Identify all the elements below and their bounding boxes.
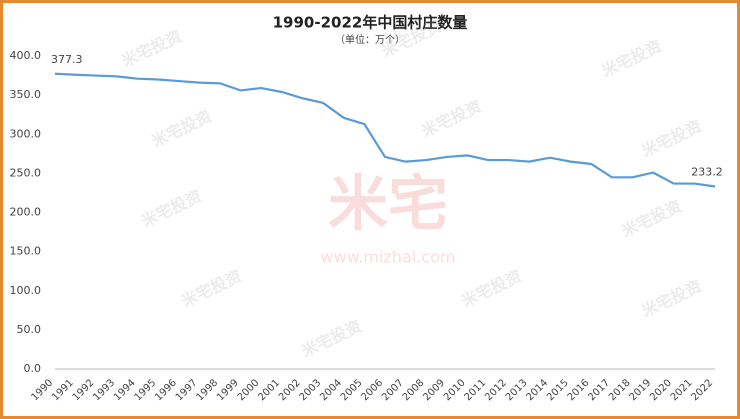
watermark-tile: 米宅投资 (149, 106, 215, 150)
watermark-tile: 米宅投资 (419, 96, 485, 140)
x-tick-label: 1993 (91, 377, 117, 403)
y-tick-label: 200.0 (10, 206, 42, 219)
x-tick-label: 2016 (566, 377, 592, 403)
x-tick-label: 1990 (29, 377, 55, 403)
x-tick-label: 2021 (669, 377, 695, 403)
watermark-tile: 米宅投资 (299, 316, 365, 360)
x-tick-label: 2013 (504, 377, 530, 403)
x-tick-label: 2019 (628, 377, 654, 403)
y-tick-label: 350.0 (10, 88, 42, 101)
watermark-tile: 米宅投资 (599, 36, 665, 80)
x-tick-label: 2009 (421, 377, 447, 403)
x-tick-label: 1996 (153, 377, 179, 403)
x-tick-label: 1999 (215, 377, 241, 403)
x-tick-label: 2001 (256, 377, 282, 403)
watermark-tile: 米宅投资 (459, 266, 525, 310)
x-tick-label: 1991 (50, 377, 76, 403)
chart-subtitle: （单位：万个） (335, 33, 405, 46)
x-tick-label: 2005 (339, 377, 365, 403)
x-tick-label: 2003 (298, 377, 324, 403)
x-tick-label: 2015 (545, 377, 571, 403)
watermark-tile: 米宅投资 (639, 116, 705, 160)
y-tick-label: 300.0 (10, 127, 42, 140)
chart-title: 1990-2022年中国村庄数量 (273, 14, 468, 32)
y-tick-label: 0.0 (24, 362, 42, 375)
y-tick-label: 250.0 (10, 166, 42, 179)
x-tick-label: 1994 (112, 377, 138, 403)
data-label: 377.3 (51, 53, 83, 66)
x-tick-label: 2022 (689, 377, 715, 403)
x-tick-label: 2014 (524, 377, 550, 403)
x-tick-label: 1992 (71, 377, 97, 403)
watermark-tile: 米宅投资 (139, 186, 205, 230)
x-tick-label: 2002 (277, 377, 303, 403)
y-tick-label: 100.0 (10, 284, 42, 297)
watermark-logo: 米宅 (328, 170, 448, 240)
x-tick-label: 2020 (648, 377, 674, 403)
x-tick-label: 1997 (174, 377, 200, 403)
watermark-url: www.mizhai.com (321, 248, 456, 267)
y-tick-label: 150.0 (10, 245, 42, 258)
x-tick-label: 2018 (607, 377, 633, 403)
watermark-tile: 米宅投资 (619, 196, 685, 240)
y-tick-label: 50.0 (17, 323, 42, 336)
line-series (54, 72, 716, 188)
chart: 1990-2022年中国村庄数量 （单位：万个） 米宅 www.mizhai.c… (10, 14, 723, 404)
x-tick-label: 2017 (586, 377, 612, 403)
watermark-tile: 米宅投资 (119, 26, 185, 70)
x-tick-label: 1998 (194, 377, 220, 403)
x-tick-label: 1995 (133, 377, 159, 403)
x-tick-label: 2000 (236, 377, 262, 403)
x-tick-label: 2007 (380, 377, 406, 403)
x-tick-label: 2008 (401, 377, 427, 403)
watermark-tile: 米宅投资 (639, 276, 705, 320)
x-tick-label: 2012 (483, 377, 509, 403)
x-tick-label: 2004 (318, 377, 344, 403)
x-tick-label: 2011 (463, 377, 489, 403)
x-tick-label: 2010 (442, 377, 468, 403)
x-tick-label: 2006 (359, 377, 385, 403)
y-tick-label: 400.0 (10, 49, 42, 62)
watermark-tile: 米宅投资 (179, 266, 245, 310)
data-label: 233.2 (691, 166, 723, 179)
